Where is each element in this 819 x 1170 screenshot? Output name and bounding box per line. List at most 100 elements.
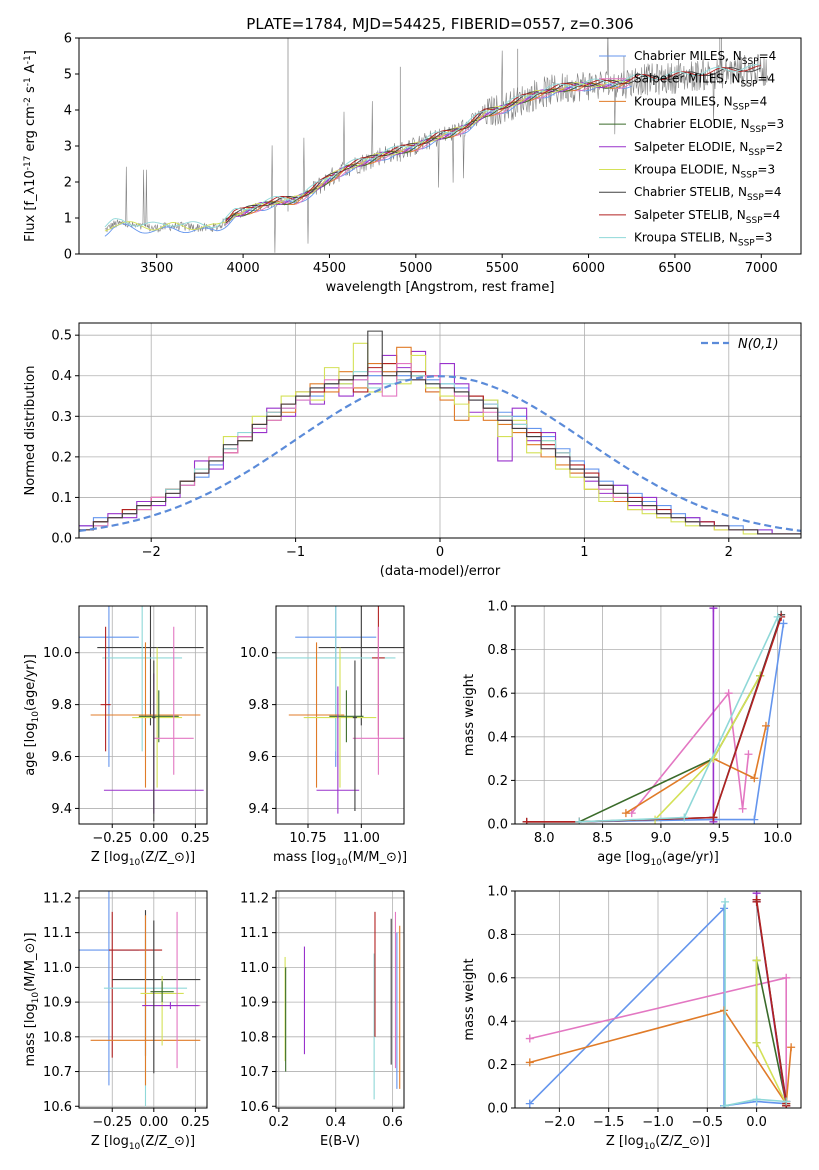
panel-weight-vs-age: 8.0 8.5 9.0 9.5 10.0 0.0 0.2 0.4 0.6 0.8 1.0 age [l… xyxy=(462,600,802,868)
weight-marker xyxy=(720,904,729,913)
legend-label: Kroupa ELODIE, NSSP=3 xyxy=(634,163,775,181)
mass-vs-ebv-ytick-label: 10.8 xyxy=(240,1030,269,1045)
age-vs-mass-xtick-label: 11.00 xyxy=(343,831,380,846)
spectrum-xtick-label: 6500 xyxy=(658,261,691,276)
mass-vs-Z-xtick-label: 0.00 xyxy=(139,1115,168,1130)
residuals-xtick-label: −2 xyxy=(142,545,161,560)
weight-vs-Z-plot-area xyxy=(525,891,796,1108)
legend-label: Kroupa STELIB, NSSP=3 xyxy=(634,231,772,249)
mass-vs-Z-xtick-label: −0.25 xyxy=(92,1115,132,1130)
spectrum-plot-area xyxy=(104,38,769,253)
mass-vs-ebv-ytick-label: 10.6 xyxy=(240,1100,269,1115)
errorbar-point xyxy=(153,626,194,775)
errorbar-point xyxy=(152,920,156,1074)
spectrum-xtick-label: 3500 xyxy=(140,261,173,276)
weight-vs-age-ytick-label: 0.8 xyxy=(487,643,508,658)
mass-vs-ebv-xtick-label: 0.2 xyxy=(269,1115,290,1130)
age-vs-Z-xtick-label: 0.25 xyxy=(181,831,210,846)
mass-vs-Z-ytick-label: 10.7 xyxy=(43,1065,72,1080)
panel-age-vs-Z: −0.25 0.00 0.25 9.4 9.6 9.8 10.0 Z [log10(Z/Z_⊙… xyxy=(23,605,210,868)
legend-label: Salpeter MILES, NSSP=4 xyxy=(634,72,775,90)
weight-vs-age-ytick-label: 0.6 xyxy=(487,687,508,702)
weight-series xyxy=(575,612,782,824)
weight-vs-Z-xtick-label: 0.0 xyxy=(746,1115,767,1130)
weight-vs-Z-xtick-label: −2.0 xyxy=(544,1115,576,1130)
errorbar-point xyxy=(152,660,156,822)
spectrum-legend: Chabrier MILES, NSSP=4 Salpeter MILES, NS… xyxy=(599,49,784,249)
age-vs-Z-ytick-label: 10.0 xyxy=(43,646,72,661)
age-vs-mass-ytick-label: 9.8 xyxy=(248,698,269,713)
weight-marker xyxy=(525,1099,534,1108)
weight-marker xyxy=(750,774,759,783)
errorbar-point xyxy=(90,642,201,788)
weight-marker xyxy=(744,750,753,759)
mass-vs-ebv-frame xyxy=(275,890,405,1109)
spectrum-ylabel: Flux [f_λ10-17 erg cm-2 s-1 A-1] xyxy=(23,50,38,242)
weight-vs-Z-ytick-label: 1.0 xyxy=(487,885,508,900)
age-vs-Z-xlabel: Z [log10(Z/Z_⊙)] xyxy=(91,850,195,868)
weight-line xyxy=(526,614,782,823)
spectrum-model-line xyxy=(225,65,761,222)
errorbar-point xyxy=(150,981,174,1003)
errorbar-point xyxy=(352,660,358,812)
residuals-xtick-label: −1 xyxy=(286,545,305,560)
mass-vs-ebv-xtick-label: 0.6 xyxy=(382,1115,403,1130)
spectrum-model-line xyxy=(104,84,632,237)
age-vs-Z-xtick-label: −0.25 xyxy=(92,831,132,846)
legend-label: Salpeter STELIB, NSSP=4 xyxy=(634,208,780,226)
weight-marker xyxy=(738,804,747,813)
spectrum-ytick-label: 4 xyxy=(64,104,72,119)
weight-vs-Z-xtick-label: −1.5 xyxy=(593,1115,625,1130)
errorbar-point xyxy=(97,606,204,726)
weight-marker xyxy=(680,813,689,822)
mass-vs-Z-ytick-label: 10.8 xyxy=(43,1030,72,1045)
weight-marker xyxy=(752,895,761,904)
weight-line xyxy=(625,725,767,814)
weight-vs-age-xtick-label: 8.0 xyxy=(534,831,555,846)
weight-line xyxy=(579,623,785,823)
panel-weight-vs-Z: −2.0 −1.5 −1.0 −0.5 0.0 0.0 0.2 0.4 0.6 0.8 1.0 Z [… xyxy=(462,885,802,1152)
weight-vs-age-xtick-label: 10.0 xyxy=(763,831,792,846)
weight-line xyxy=(579,616,779,823)
legend-label: Chabrier MILES, NSSP=4 xyxy=(634,49,776,67)
weight-marker xyxy=(522,817,531,824)
weight-line xyxy=(578,675,761,823)
residuals-ytick-label: 0.3 xyxy=(51,410,72,425)
weight-marker xyxy=(525,1058,534,1067)
weight-series xyxy=(522,612,786,824)
weight-marker xyxy=(782,973,791,982)
mass-vs-ebv-ytick-label: 11.1 xyxy=(240,926,269,941)
mass-vs-Z-ytick-label: 11.0 xyxy=(43,961,72,976)
panel-spectrum: Chabrier MILES, NSSP=4 Salpeter MILES, NS… xyxy=(23,15,802,295)
errorbar-point xyxy=(153,911,201,1069)
weight-marker xyxy=(575,817,584,824)
weight-marker xyxy=(752,1095,761,1104)
legend-label: N(0,1) xyxy=(738,337,779,352)
age-vs-mass-ytick-label: 9.6 xyxy=(248,750,269,765)
residuals-ytick-label: 0.5 xyxy=(51,329,72,344)
weight-vs-Z-ytick-label: 0.6 xyxy=(487,971,508,986)
age-vs-mass-xtick-label: 10.75 xyxy=(289,831,326,846)
age-vs-Z-plot-area xyxy=(79,606,204,822)
residuals-ytick-label: 0.2 xyxy=(51,450,72,465)
legend-label: Salpeter ELODIE, NSSP=2 xyxy=(634,140,783,158)
age-vs-Z-ytick-label: 9.4 xyxy=(51,802,72,817)
age-vs-mass-frame xyxy=(275,605,405,825)
age-vs-mass-ytick-label: 9.4 xyxy=(248,802,269,817)
mass-vs-Z-frame xyxy=(78,890,208,1109)
weight-series xyxy=(621,721,770,818)
weight-series xyxy=(522,610,786,824)
mass-vs-ebv-plot-area xyxy=(284,911,401,1100)
age-vs-mass-plot-area xyxy=(276,606,404,814)
weight-vs-Z-ylabel: mass weight xyxy=(462,958,477,1040)
age-vs-mass-xlabel: mass [log10(M/M_⊙)] xyxy=(273,850,407,868)
mass-vs-Z-ytick-label: 11.2 xyxy=(43,891,72,906)
weight-line xyxy=(631,691,750,814)
age-vs-Z-frame xyxy=(78,605,208,825)
panel-mass-vs-Z: −0.25 0.00 0.25 10.6 10.7 10.8 10.9 11.0 11.1 11.… xyxy=(23,890,210,1152)
residuals-ytick-label: 0.4 xyxy=(51,369,72,384)
mass-vs-Z-ytick-label: 11.1 xyxy=(43,926,72,941)
weight-marker xyxy=(621,809,630,818)
residuals-ytick-label: 0.1 xyxy=(51,491,72,506)
